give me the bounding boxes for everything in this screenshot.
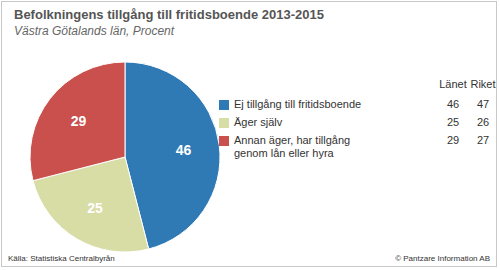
html-text:Äger själv: Äger själv: [234, 116, 283, 128]
html-text:Länet Riket: Länet Riket: [439, 78, 496, 90]
html-text:29: 29: [446, 134, 460, 146]
html-text:26: 26: [476, 116, 490, 128]
svg-text:25: 25: [87, 200, 103, 216]
html-text:Källa: Statistiska Centralbyrå: Källa: Statistiska Centralbyrån: [8, 254, 115, 263]
html-text:47: 47: [476, 98, 490, 110]
html-text:Annan äger, har tillgång genom: Annan äger, har tillgång genom lån eller…: [234, 134, 351, 159]
svg-text:46: 46: [176, 142, 192, 158]
html-text:Befolkningens tillgång till fr: Befolkningens tillgång till fritidsboend…: [14, 7, 324, 22]
html-text:Ej tillgång till fritidsboende: Ej tillgång till fritidsboende: [234, 98, 362, 110]
html-text:46: 46: [446, 98, 460, 110]
html-text:27: 27: [476, 134, 490, 146]
svg-text:29: 29: [71, 113, 87, 129]
html-text:© Pantzare Information AB: © Pantzare Information AB: [395, 254, 490, 263]
html-text:25: 25: [446, 116, 460, 128]
html-text:Västra Götalands län, Procent: Västra Götalands län, Procent: [14, 24, 175, 38]
